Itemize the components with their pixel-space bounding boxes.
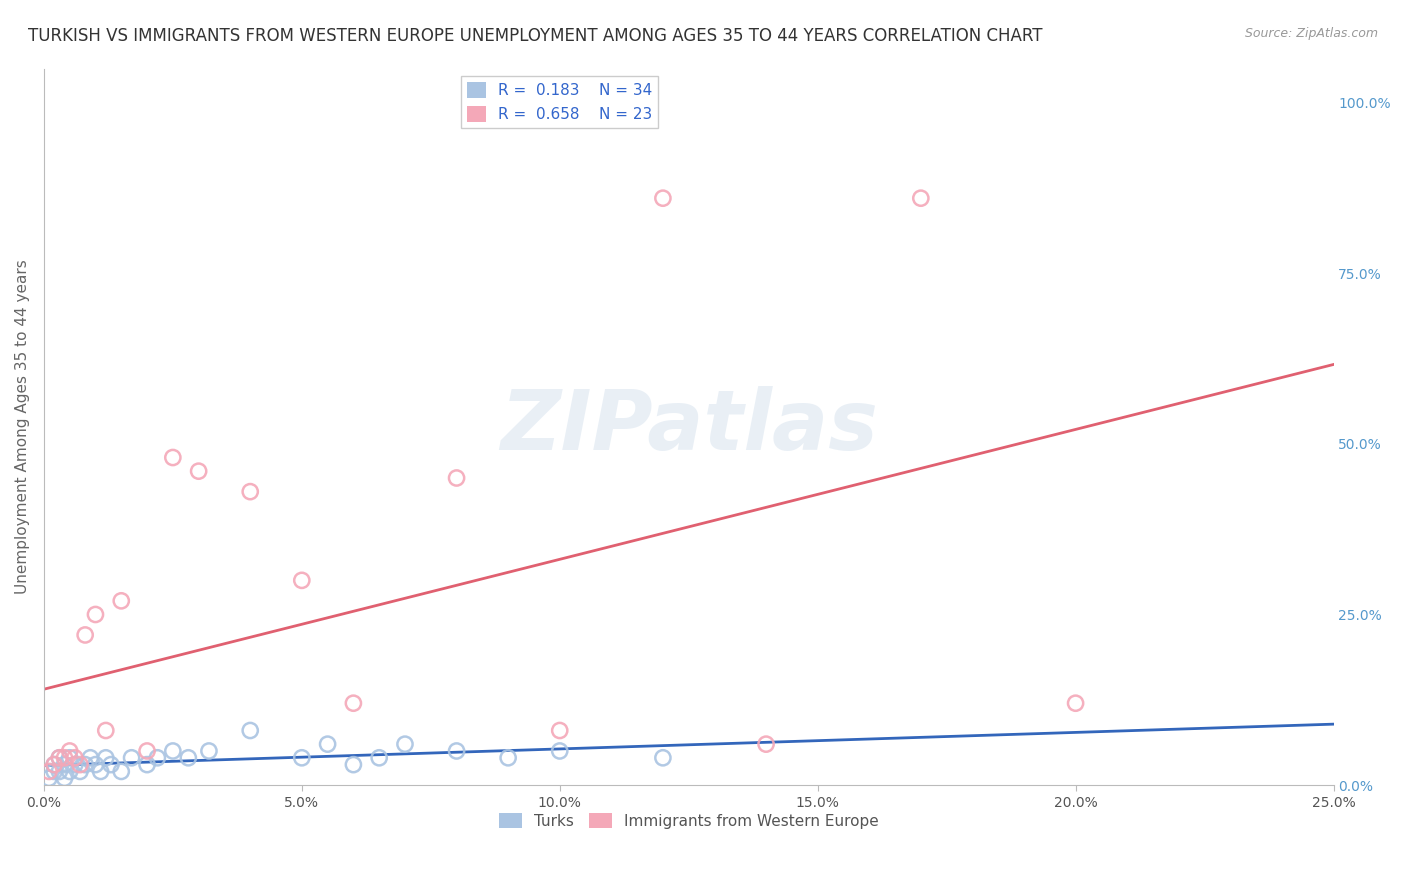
Point bbox=[446, 744, 468, 758]
Point bbox=[90, 764, 112, 779]
Point bbox=[84, 757, 107, 772]
Point bbox=[44, 757, 66, 772]
Point bbox=[136, 757, 159, 772]
Point bbox=[44, 757, 66, 772]
Point bbox=[53, 771, 76, 785]
Point bbox=[38, 771, 60, 785]
Point bbox=[239, 723, 262, 738]
Point bbox=[38, 764, 60, 779]
Point bbox=[121, 751, 143, 765]
Point bbox=[100, 757, 122, 772]
Text: Source: ZipAtlas.com: Source: ZipAtlas.com bbox=[1244, 27, 1378, 40]
Point bbox=[291, 574, 314, 588]
Point bbox=[394, 737, 416, 751]
Point bbox=[75, 628, 97, 642]
Point bbox=[94, 723, 117, 738]
Point bbox=[239, 484, 262, 499]
Point bbox=[291, 751, 314, 765]
Point bbox=[496, 751, 519, 765]
Point bbox=[44, 764, 66, 779]
Point bbox=[316, 737, 339, 751]
Point bbox=[63, 757, 86, 772]
Point bbox=[48, 751, 70, 765]
Point bbox=[198, 744, 221, 758]
Point bbox=[48, 751, 70, 765]
Point bbox=[59, 744, 82, 758]
Point bbox=[69, 757, 91, 772]
Point bbox=[910, 191, 932, 205]
Text: ZIPatlas: ZIPatlas bbox=[499, 386, 877, 467]
Point bbox=[63, 751, 86, 765]
Point bbox=[162, 744, 184, 758]
Point bbox=[136, 744, 159, 758]
Point bbox=[651, 751, 673, 765]
Point bbox=[48, 764, 70, 779]
Point bbox=[187, 464, 209, 478]
Point bbox=[755, 737, 778, 751]
Point bbox=[53, 751, 76, 765]
Point bbox=[53, 757, 76, 772]
Text: TURKISH VS IMMIGRANTS FROM WESTERN EUROPE UNEMPLOYMENT AMONG AGES 35 TO 44 YEARS: TURKISH VS IMMIGRANTS FROM WESTERN EUROP… bbox=[28, 27, 1043, 45]
Point bbox=[84, 607, 107, 622]
Point bbox=[651, 191, 673, 205]
Point bbox=[446, 471, 468, 485]
Point bbox=[1064, 696, 1087, 710]
Point bbox=[177, 751, 200, 765]
Point bbox=[548, 744, 571, 758]
Point bbox=[368, 751, 391, 765]
Point bbox=[162, 450, 184, 465]
Point bbox=[94, 751, 117, 765]
Point bbox=[548, 723, 571, 738]
Y-axis label: Unemployment Among Ages 35 to 44 years: Unemployment Among Ages 35 to 44 years bbox=[15, 260, 30, 594]
Point bbox=[110, 594, 132, 608]
Point bbox=[69, 764, 91, 779]
Point bbox=[79, 751, 101, 765]
Point bbox=[110, 764, 132, 779]
Point bbox=[59, 764, 82, 779]
Point bbox=[342, 757, 364, 772]
Point bbox=[75, 757, 97, 772]
Legend: Turks, Immigrants from Western Europe: Turks, Immigrants from Western Europe bbox=[492, 806, 884, 835]
Point bbox=[59, 751, 82, 765]
Point bbox=[146, 751, 169, 765]
Point bbox=[342, 696, 364, 710]
